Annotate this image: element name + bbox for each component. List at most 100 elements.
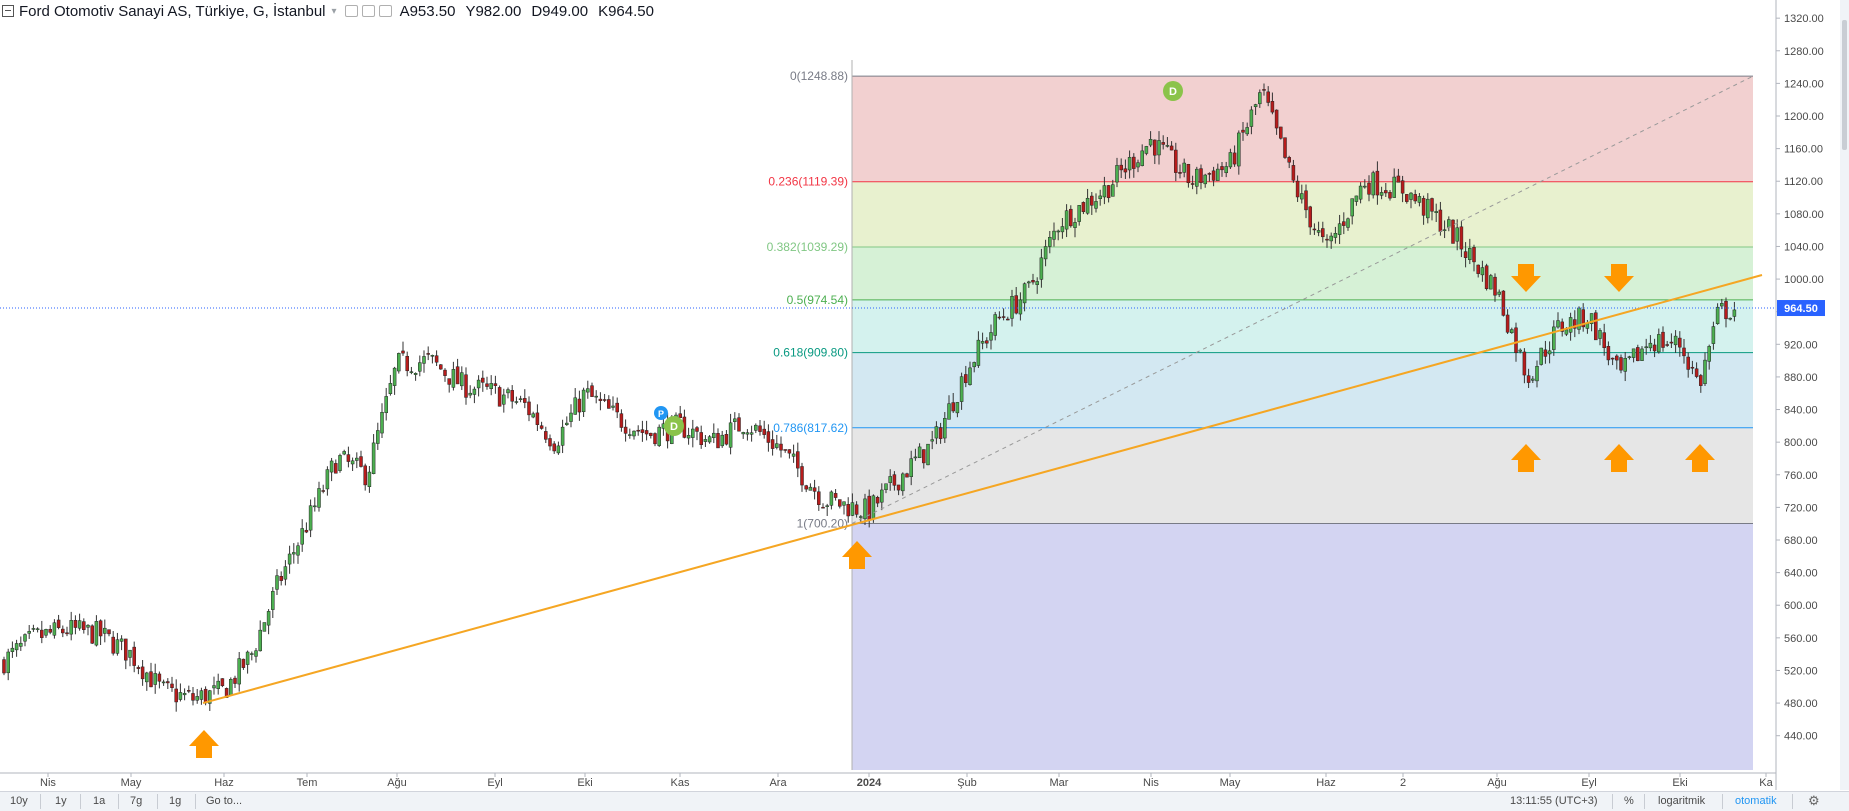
candle-body	[1375, 170, 1380, 196]
range-1g-button[interactable]: 1g	[169, 795, 182, 807]
candle-body	[691, 428, 695, 438]
event-markers: PDD	[654, 81, 1183, 436]
candle-body	[1237, 132, 1241, 167]
candle-body	[955, 402, 960, 414]
candle-body	[565, 422, 569, 425]
candle-body	[44, 629, 48, 636]
percent-toggle[interactable]: %	[1624, 795, 1634, 807]
candle-body	[1287, 157, 1291, 163]
candle-body	[1648, 342, 1653, 349]
candle-body	[901, 473, 905, 492]
auto-toggle[interactable]: otomatik	[1735, 795, 1777, 807]
price-tick-label: 840.00	[1784, 405, 1818, 417]
eye-icon[interactable]	[344, 5, 358, 17]
candle-body	[1535, 366, 1539, 382]
price-axis[interactable]: 1320.00 1280.00 1240.00 1200.00 1160.00 1120.…	[1775, 0, 1849, 790]
candle-body	[1270, 101, 1275, 113]
candle-body	[258, 629, 262, 652]
candle-body	[745, 432, 750, 435]
candle-body	[1081, 202, 1086, 213]
candle-body	[1690, 366, 1695, 369]
candle-body	[296, 545, 300, 556]
candle-body	[376, 430, 380, 444]
range-7g-button[interactable]: 7g	[130, 795, 143, 807]
candle-body	[754, 424, 758, 431]
candle-body	[1123, 168, 1128, 173]
close-icon[interactable]	[378, 5, 392, 17]
candle-body	[392, 367, 397, 386]
range-10y-button[interactable]: 10y	[10, 795, 28, 807]
settings-icon[interactable]	[361, 5, 375, 17]
candle-body	[1010, 296, 1014, 319]
candle-body	[833, 493, 838, 498]
candle-body	[283, 566, 288, 580]
log-toggle[interactable]: logaritmik	[1658, 795, 1706, 807]
candle-body	[418, 362, 422, 372]
candle-body	[1552, 326, 1556, 350]
fib-level-label: 0.382(1039.29)	[767, 240, 848, 254]
candle-body	[103, 627, 107, 634]
candle-body	[1039, 257, 1044, 280]
candle-body	[195, 696, 199, 701]
candle-body	[791, 453, 796, 457]
candle-body	[472, 388, 477, 395]
range-1a-button[interactable]: 1a	[93, 795, 106, 807]
goto-button[interactable]: Go to...	[206, 795, 243, 807]
time-axis[interactable]: Nis May Haz Tem Ağu Eyl Eki Kas Ara 2024 Şub Mar Nis…	[0, 772, 1776, 789]
candle-body	[1144, 146, 1149, 154]
candle-body	[1325, 238, 1329, 241]
candle-body	[65, 632, 69, 635]
candle-body	[409, 371, 414, 373]
drawing-lines	[0, 75, 1776, 705]
time-tick-label: 2024	[857, 777, 882, 789]
candle-body	[1619, 357, 1623, 371]
candle-body	[2, 659, 6, 674]
fib-zone	[852, 523, 1753, 770]
trendline	[202, 274, 1763, 705]
candle-body	[590, 385, 594, 397]
candle-body	[1006, 318, 1010, 321]
candle-body	[1396, 175, 1401, 183]
candle-body	[812, 487, 817, 492]
candle-body	[23, 634, 27, 642]
time-tick-label: Haz	[214, 777, 234, 789]
price-tick-label: 480.00	[1784, 698, 1818, 710]
candle-body	[623, 426, 628, 434]
price-tick-label: 600.00	[1784, 600, 1818, 612]
candle-body	[867, 495, 871, 521]
candle-body	[1333, 233, 1338, 238]
candle-body	[1640, 348, 1644, 361]
candle-body	[859, 516, 863, 518]
candle-body	[136, 667, 141, 669]
collapse-icon[interactable]	[2, 5, 14, 17]
candle-body	[1707, 346, 1711, 362]
candle-body	[1279, 126, 1283, 139]
symbol-title[interactable]: Ford Otomotiv Sanayi AS, Türkiye, G, İst…	[19, 2, 326, 20]
candle-body	[82, 621, 86, 631]
candle-body	[510, 390, 514, 402]
candle-body	[1447, 219, 1451, 228]
fib-zone	[852, 427, 1753, 524]
candle-body	[187, 690, 191, 692]
candle-body	[657, 426, 661, 446]
time-tick-label: Ağu	[1487, 777, 1507, 789]
candle-body	[1178, 172, 1182, 174]
candle-body	[569, 412, 573, 422]
candle-body	[1510, 329, 1514, 334]
candle-body	[1245, 127, 1249, 135]
time-tick-label: Tem	[297, 777, 318, 789]
candle-body	[686, 435, 691, 439]
gear-icon[interactable]: ⚙	[1808, 793, 1820, 808]
candle-body	[94, 621, 99, 646]
candle-body	[128, 649, 132, 658]
candle-body	[716, 433, 720, 449]
candle-body	[1199, 168, 1203, 183]
candle-body	[325, 469, 330, 490]
bottom-toolbar: 10y 1y 1a 7g 1g Go to... 13:11:55 (UTC+3…	[0, 791, 1849, 811]
chevron-down-icon[interactable]: ▾	[331, 5, 337, 17]
range-1y-button[interactable]: 1y	[55, 795, 67, 807]
candle-body	[1346, 218, 1350, 228]
candle-body	[1678, 337, 1682, 348]
candle-body	[1665, 344, 1669, 346]
